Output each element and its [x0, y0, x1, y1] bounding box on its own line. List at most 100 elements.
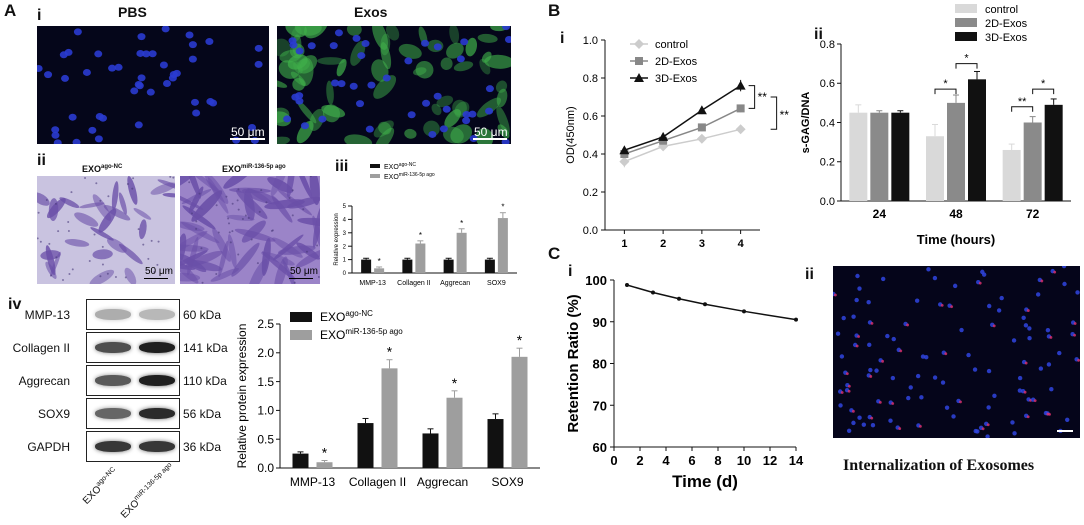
nucleus [148, 50, 157, 58]
exosome-signal [292, 78, 306, 91]
exosome-signal [1046, 412, 1050, 416]
nucleus [891, 336, 896, 342]
pore [147, 257, 150, 260]
pore [188, 181, 191, 184]
lane-label-1: EXOago-NC [80, 466, 117, 507]
nucleus [349, 82, 358, 90]
legend-label: 2D-Exos [655, 56, 698, 68]
exosome-signal [1026, 309, 1030, 312]
nucleus [867, 342, 872, 348]
nucleus [130, 87, 139, 95]
stained-cell [118, 192, 127, 215]
nucleus [981, 272, 987, 277]
nucleus [357, 52, 366, 60]
nucleus [51, 126, 60, 134]
nucleus [504, 36, 511, 44]
legend-label: 3D-Exos [655, 73, 698, 85]
nucleus [1035, 292, 1041, 297]
x-axis-label: Time (d) [672, 472, 738, 491]
pore [70, 191, 73, 194]
pore [45, 198, 48, 201]
nucleus [433, 43, 442, 51]
blot-band [95, 309, 131, 320]
exosome-signal [374, 127, 395, 144]
stained-cell [287, 196, 320, 209]
nucleus [361, 40, 370, 48]
blot-band [95, 375, 131, 386]
nucleus [134, 81, 143, 89]
nucleus [870, 422, 876, 428]
pore [114, 275, 117, 278]
exosome-signal [316, 57, 345, 65]
x-tick-label: 72 [1026, 207, 1040, 221]
pore [237, 208, 240, 211]
nucleus [64, 48, 73, 56]
pore [157, 240, 160, 243]
pore [225, 195, 228, 198]
x-tick-label: SOX9 [491, 475, 523, 489]
pore [217, 231, 220, 234]
significance-bracket [1032, 88, 1055, 95]
exosome-signal [898, 427, 902, 430]
nucleus [337, 80, 346, 88]
x-tick-label: 3 [699, 238, 705, 250]
stained-cell [226, 214, 255, 221]
internalization-caption: Internalization of Exosomes [843, 457, 1035, 474]
pore [93, 233, 96, 236]
significance-star: * [378, 257, 381, 266]
nucleus [73, 28, 82, 36]
data-point [697, 123, 706, 132]
stained-cell [282, 258, 299, 284]
exosome-signal [891, 402, 895, 405]
pore [288, 197, 291, 200]
y-tick-label: 1.5 [257, 375, 274, 389]
nucleus [295, 47, 304, 55]
blot-band [95, 441, 131, 452]
stained-cell [138, 219, 147, 240]
nucleus [1065, 417, 1070, 422]
nucleus [1017, 388, 1023, 393]
stained-cell [180, 176, 197, 190]
pore [55, 256, 58, 259]
nucleus [161, 26, 170, 33]
nucleus [134, 121, 143, 129]
legend-swatch [955, 4, 977, 13]
nucleus [1038, 366, 1044, 371]
nucleus [205, 38, 214, 46]
nucleus [51, 131, 60, 139]
significance-star: * [387, 344, 393, 360]
y-tick-label: 0.4 [820, 117, 835, 129]
pore [61, 279, 64, 282]
y-axis-label: Relative expression [334, 213, 340, 265]
pore [229, 241, 232, 244]
exosome-signal [297, 100, 317, 124]
exosome-signal [415, 60, 434, 79]
significance-star: * [419, 231, 422, 240]
nucleus [442, 105, 451, 113]
exosome-signal [1024, 361, 1028, 365]
x-tick-label: 4 [738, 238, 745, 250]
sublabel-b-i: i [560, 30, 565, 47]
nucleus [485, 107, 494, 115]
sublabel-a-iv: iv [8, 296, 22, 313]
bar [415, 243, 426, 273]
nucleus [163, 79, 172, 87]
legend-swatch [370, 164, 380, 168]
stained-cell [59, 197, 80, 208]
nucleus [188, 41, 197, 49]
pore [101, 245, 104, 248]
data-point [658, 131, 669, 141]
legend-label: 3D-Exos [985, 32, 1028, 44]
nucleus [838, 403, 843, 408]
nucleus [356, 100, 365, 108]
stained-cell [111, 181, 119, 211]
nucleus [987, 303, 992, 309]
nucleus [422, 99, 431, 107]
scale-bar-stain1 [144, 278, 168, 279]
legend-label: EXOago-NC [384, 162, 416, 171]
bar [1023, 122, 1042, 201]
exosome-signal [950, 305, 954, 309]
pore [39, 240, 42, 243]
nucleus [468, 110, 477, 118]
